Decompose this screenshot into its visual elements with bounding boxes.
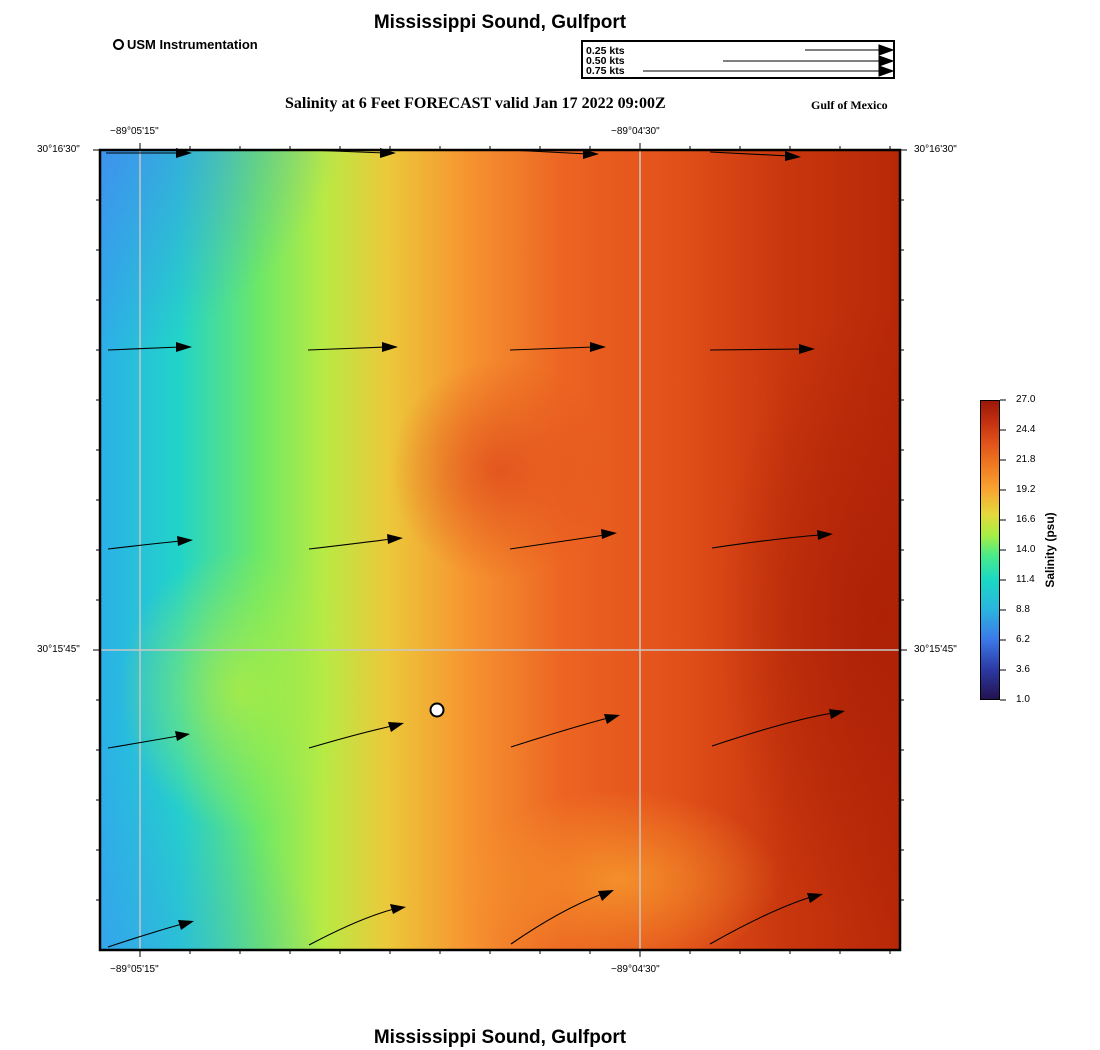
current-arrow — [107, 923, 183, 948]
speed-legend-label-1: 0.25 kts — [586, 45, 625, 57]
map-title: Mississippi Sound, Gulfport — [373, 12, 627, 33]
current-arrow — [307, 346, 387, 351]
current-arrow — [709, 896, 812, 945]
current-arrow — [510, 893, 603, 945]
colorbar-tick-label: 1.0 — [1016, 694, 1030, 705]
colorbar-tick-label: 11.4 — [1016, 574, 1035, 585]
graticule — [100, 150, 900, 950]
lon-label-top-left: −89°05'15" — [110, 126, 159, 137]
colorbar-tick-label: 19.2 — [1016, 484, 1036, 495]
current-arrow — [711, 534, 821, 549]
station-legend-label: USM Instrumentation — [127, 37, 258, 52]
current-arrow — [107, 735, 179, 749]
lon-label-top-right: −89°04'30" — [611, 126, 660, 137]
colorbar-tick-label: 8.8 — [1016, 604, 1030, 615]
current-arrow — [107, 346, 181, 351]
current-arrow — [709, 348, 803, 351]
station-legend: USM Instrumentation — [113, 37, 258, 52]
current-arrow — [509, 534, 606, 550]
colorbar-tick-label: 6.2 — [1016, 634, 1030, 645]
colorbar-tick-label: 24.4 — [1016, 424, 1036, 435]
forecast-subtitle: Salinity at 6 Feet FORECAST valid Jan 17… — [285, 95, 666, 112]
current-arrow — [711, 712, 834, 747]
current-arrow — [510, 717, 609, 748]
speed-legend-arrowhead-3 — [878, 65, 895, 77]
speed-legend-label-2: 0.50 kts — [586, 55, 625, 67]
usm-station-marker[interactable] — [429, 702, 445, 718]
colorbar-tick-label: 27.0 — [1016, 394, 1036, 405]
map-frame — [98, 148, 902, 952]
current-arrow — [308, 725, 393, 749]
colorbar-title: Salinity (psu) — [1043, 512, 1057, 588]
lon-label-bottom-right: −89°04'30" — [611, 964, 660, 975]
current-arrow — [308, 538, 392, 550]
speed-legend-arrows — [643, 44, 895, 77]
lon-label-bottom-left: −89°05'15" — [110, 964, 159, 975]
lat-label-left-top: 30°16'30" — [37, 144, 80, 155]
colorbar-tick-label: 14.0 — [1016, 544, 1036, 555]
lat-label-right-bottom: 30°15'45" — [914, 644, 957, 655]
current-arrow — [709, 151, 791, 157]
speed-legend-label-3: 0.75 kts — [586, 65, 625, 77]
speed-legend-arrowhead-2 — [878, 55, 895, 67]
map-footer-title: Mississippi Sound, Gulfport — [373, 1027, 627, 1048]
current-arrowheads — [175, 148, 845, 930]
lat-label-right-top: 30°16'30" — [914, 144, 957, 155]
colorbar-tick-label: 16.6 — [1016, 514, 1036, 525]
region-label: Gulf of Mexico — [811, 98, 888, 112]
current-arrow — [308, 908, 395, 946]
lat-label-left-bottom: 30°15'45" — [37, 644, 80, 655]
current-arrow — [107, 540, 182, 550]
colorbar-tick-label: 21.8 — [1016, 454, 1036, 465]
current-arrows — [106, 149, 834, 948]
colorbar-tick-label: 3.6 — [1016, 664, 1030, 675]
current-arrow — [509, 346, 595, 351]
salinity-field — [100, 150, 900, 950]
current-speed-legend: 0.25 kts 0.50 kts 0.75 kts — [581, 40, 895, 79]
salinity-colorbar — [980, 400, 1000, 700]
station-marker-icon — [113, 39, 124, 50]
speed-legend-arrowhead-1 — [878, 44, 895, 56]
